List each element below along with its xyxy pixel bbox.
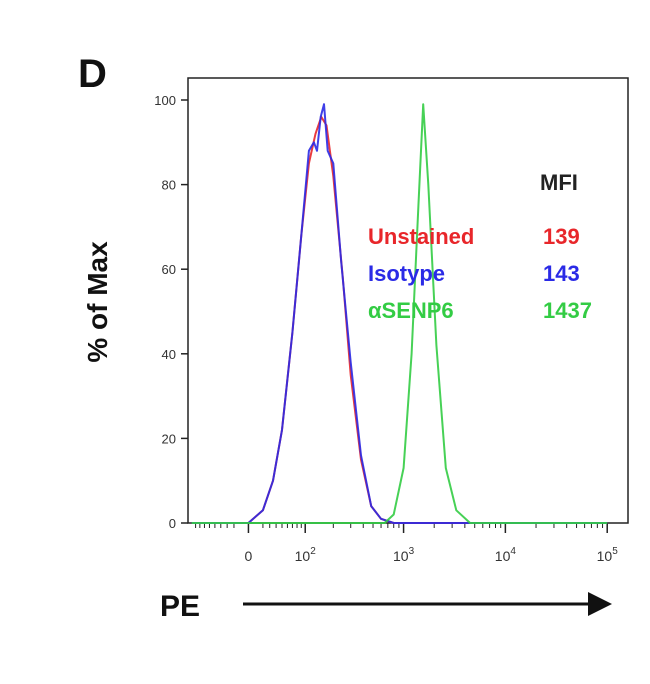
x-axis: 0 102 103 104 105 (195, 523, 619, 564)
y-tick-label: 40 (162, 347, 176, 362)
x-tick-label: 104 (495, 546, 517, 564)
legend-entry-name: αSENP6 (368, 298, 454, 323)
y-axis-label: % of Max (82, 241, 113, 363)
x-tick-label: 0 (245, 548, 253, 564)
legend-entry-mfi: 139 (543, 224, 580, 249)
x-tick-label: 102 (295, 546, 317, 564)
series-layer (191, 103, 608, 524)
legend-entry-name: Unstained (368, 224, 474, 249)
series-line-2 (191, 103, 608, 524)
legend-entry-mfi: 143 (543, 261, 580, 286)
legend: MFI Unstained 139 Isotype 143 αSENP6 1437 (368, 170, 592, 323)
y-tick-label: 100 (154, 93, 176, 108)
x-axis-arrow (243, 592, 612, 616)
series-line-3 (191, 103, 608, 524)
legend-entry-name: Isotype (368, 261, 445, 286)
legend-title: MFI (540, 170, 578, 195)
y-tick-label: 0 (169, 516, 176, 531)
x-axis-label: PE (160, 590, 200, 623)
y-axis: 0 20 40 60 80 100 (154, 93, 188, 531)
panel-label: D (78, 52, 107, 96)
legend-entry-mfi: 1437 (543, 298, 592, 323)
y-tick-label: 20 (162, 431, 176, 446)
y-tick-label: 60 (162, 262, 176, 277)
x-tick-label: 105 (597, 546, 619, 564)
y-tick-label: 80 (162, 178, 176, 193)
x-tick-label: 103 (393, 546, 415, 564)
